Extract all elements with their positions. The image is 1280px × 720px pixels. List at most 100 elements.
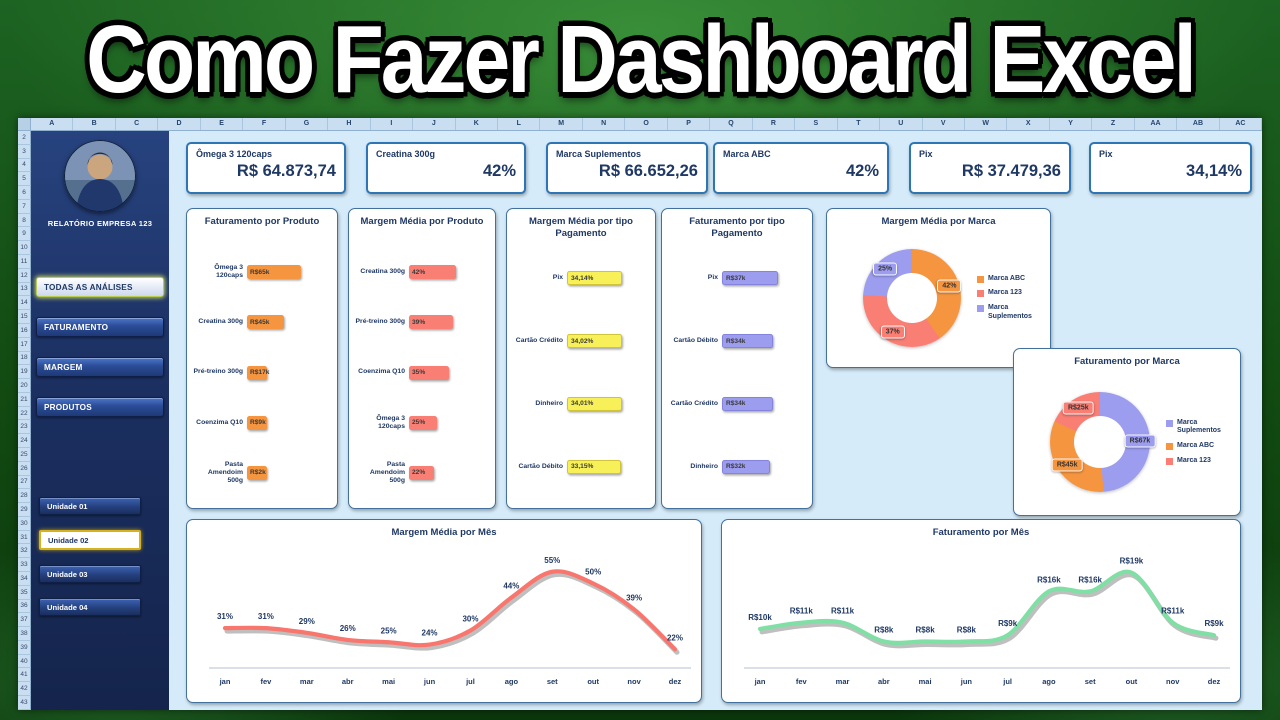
legend-item: Marca 123: [1166, 457, 1234, 466]
column-header-a[interactable]: A: [31, 118, 74, 130]
row-header-12[interactable]: 12: [18, 268, 31, 283]
sidebar-item-unidade-03[interactable]: Unidade 03: [39, 565, 141, 583]
bar-track: R$37k: [722, 271, 805, 286]
row-header-32[interactable]: 32: [18, 544, 31, 559]
row-header-37[interactable]: 37: [18, 613, 31, 628]
select-all-corner[interactable]: [18, 118, 31, 130]
row-header-5[interactable]: 5: [18, 172, 31, 187]
column-header-l[interactable]: L: [498, 118, 541, 130]
column-header-i[interactable]: I: [371, 118, 414, 130]
point-label: 44%: [503, 582, 519, 591]
sidebar-item-unidade-04[interactable]: Unidade 04: [39, 598, 141, 616]
column-header-p[interactable]: P: [668, 118, 711, 130]
row-header-19[interactable]: 19: [18, 365, 31, 380]
column-header-q[interactable]: Q: [710, 118, 753, 130]
row-header-24[interactable]: 24: [18, 434, 31, 448]
column-header-v[interactable]: V: [923, 118, 965, 130]
row-header-15[interactable]: 15: [18, 310, 31, 324]
row-header-35[interactable]: 35: [18, 585, 31, 600]
column-header-o[interactable]: O: [625, 118, 668, 130]
bar: R$34k: [722, 396, 774, 411]
row-header-21[interactable]: 21: [18, 392, 31, 407]
legend-label: Marca Suplementos: [1177, 418, 1221, 435]
column-header-aa[interactable]: AA: [1135, 118, 1178, 130]
sidebar-nav: TODAS AS ANÁLISES FATURAMENTO MARGEM PRODUT…: [36, 277, 164, 437]
month-label: abr: [878, 677, 890, 686]
row-header-17[interactable]: 17: [18, 337, 31, 352]
column-header-k[interactable]: K: [456, 118, 498, 130]
row-header-18[interactable]: 18: [18, 351, 31, 366]
column-header-n[interactable]: N: [583, 118, 626, 130]
row-header-33[interactable]: 33: [18, 558, 31, 572]
sidebar-item-unidade-02[interactable]: Unidade 02: [39, 530, 141, 550]
column-header-f[interactable]: F: [243, 118, 286, 130]
row-header-43[interactable]: 43: [18, 696, 31, 710]
sheet-content: RELATÓRIO EMPRESA 123 TODAS AS ANÁLISES F…: [31, 131, 1262, 710]
column-header-u[interactable]: U: [880, 118, 923, 130]
bar: R$45k: [247, 315, 285, 330]
column-header-t[interactable]: T: [838, 118, 881, 130]
bar: 35%: [409, 365, 449, 380]
column-header-g[interactable]: G: [286, 118, 329, 130]
row-header-16[interactable]: 16: [18, 323, 31, 338]
column-header-h[interactable]: H: [328, 118, 371, 130]
column-header-b[interactable]: B: [73, 118, 116, 130]
bar-chart-rows: Creatina 300g 42% Pré-treino 300g 39% Coenzi…: [353, 247, 488, 498]
row-header-10[interactable]: 10: [18, 241, 31, 256]
sidebar-item-margem[interactable]: MARGEM: [36, 357, 164, 377]
row-header-25[interactable]: 25: [18, 447, 31, 462]
column-header-d[interactable]: D: [158, 118, 201, 130]
column-header-z[interactable]: Z: [1092, 118, 1135, 130]
row-header-4[interactable]: 4: [18, 158, 31, 173]
column-header-c[interactable]: C: [116, 118, 159, 130]
row-header-14[interactable]: 14: [18, 296, 31, 311]
row-header-20[interactable]: 20: [18, 379, 31, 393]
row-header-23[interactable]: 23: [18, 420, 31, 435]
month-label: nov: [1166, 677, 1180, 686]
column-header-m[interactable]: M: [540, 118, 583, 130]
sidebar-item-faturamento[interactable]: FATURAMENTO: [36, 317, 164, 337]
row-header-40[interactable]: 40: [18, 654, 31, 669]
row-header-28[interactable]: 28: [18, 489, 31, 504]
row-header-6[interactable]: 6: [18, 186, 31, 200]
line-series: [222, 569, 678, 652]
column-header-w[interactable]: W: [965, 118, 1008, 130]
row-header-36[interactable]: 36: [18, 599, 31, 614]
bar-track: 35%: [409, 365, 488, 380]
row-header-11[interactable]: 11: [18, 255, 31, 269]
row-header-34[interactable]: 34: [18, 572, 31, 586]
row-header-13[interactable]: 13: [18, 282, 31, 297]
bar-category-label: Coenzima Q10: [358, 368, 405, 376]
column-header-e[interactable]: E: [201, 118, 244, 130]
row-header-8[interactable]: 8: [18, 213, 31, 228]
row-header-30[interactable]: 30: [18, 516, 31, 531]
row-header-26[interactable]: 26: [18, 461, 31, 476]
row-header-27[interactable]: 27: [18, 475, 31, 490]
column-header-x[interactable]: X: [1007, 118, 1050, 130]
line-series: [757, 569, 1217, 645]
row-header-31[interactable]: 31: [18, 530, 31, 545]
row-header-41[interactable]: 41: [18, 668, 31, 683]
column-header-ab[interactable]: AB: [1177, 118, 1220, 130]
row-header-29[interactable]: 29: [18, 503, 31, 517]
row-header-22[interactable]: 22: [18, 406, 31, 421]
row-header-9[interactable]: 9: [18, 227, 31, 242]
column-header-j[interactable]: J: [413, 118, 456, 130]
column-header-y[interactable]: Y: [1050, 118, 1093, 130]
column-header-r[interactable]: R: [753, 118, 796, 130]
row-header-2[interactable]: 2: [18, 131, 31, 145]
legend-label: Marca Suplementos: [988, 304, 1032, 320]
donut-body: 42% 37% 25% Marca ABC Marca 123 Marca Supleme…: [837, 235, 1044, 361]
row-header-39[interactable]: 39: [18, 640, 31, 655]
sidebar-item-produtos[interactable]: PRODUTOS: [36, 397, 164, 417]
row-header-3[interactable]: 3: [18, 144, 31, 159]
row-header-42[interactable]: 42: [18, 682, 31, 697]
bar-track: 42%: [409, 265, 488, 280]
row-header-38[interactable]: 38: [18, 627, 31, 641]
column-header-s[interactable]: S: [795, 118, 838, 130]
kpi-card-pix-4: Pix R$ 37.479,36: [909, 142, 1071, 194]
sidebar-item-unidade-01[interactable]: Unidade 01: [39, 497, 141, 515]
row-header-7[interactable]: 7: [18, 199, 31, 214]
sidebar-item-todas-as-analises[interactable]: TODAS AS ANÁLISES: [36, 277, 164, 297]
column-header-ac[interactable]: AC: [1220, 118, 1263, 130]
